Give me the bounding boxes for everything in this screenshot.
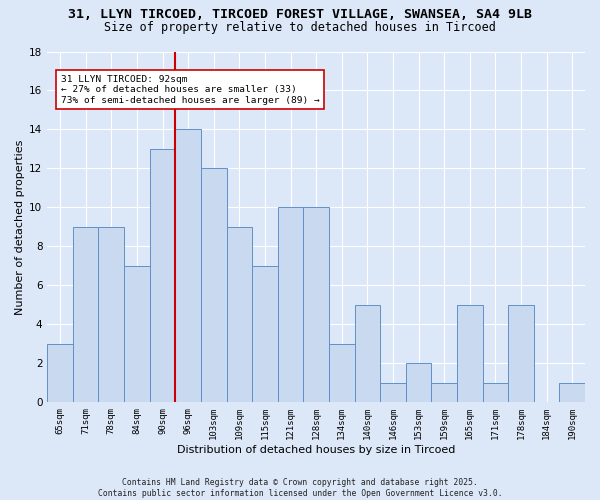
- Bar: [355, 305, 380, 402]
- Bar: [47, 344, 73, 403]
- Bar: [482, 383, 508, 402]
- Bar: [559, 383, 585, 402]
- Bar: [98, 227, 124, 402]
- Bar: [124, 266, 150, 402]
- Bar: [406, 364, 431, 403]
- Bar: [201, 168, 227, 402]
- Bar: [457, 305, 482, 402]
- Bar: [329, 344, 355, 403]
- Bar: [73, 227, 98, 402]
- Bar: [380, 383, 406, 402]
- X-axis label: Distribution of detached houses by size in Tircoed: Distribution of detached houses by size …: [177, 445, 455, 455]
- Text: 31 LLYN TIRCOED: 92sqm
← 27% of detached houses are smaller (33)
73% of semi-det: 31 LLYN TIRCOED: 92sqm ← 27% of detached…: [61, 75, 319, 104]
- Text: Size of property relative to detached houses in Tircoed: Size of property relative to detached ho…: [104, 21, 496, 34]
- Bar: [304, 208, 329, 402]
- Text: Contains HM Land Registry data © Crown copyright and database right 2025.
Contai: Contains HM Land Registry data © Crown c…: [98, 478, 502, 498]
- Y-axis label: Number of detached properties: Number of detached properties: [15, 139, 25, 314]
- Bar: [431, 383, 457, 402]
- Bar: [508, 305, 534, 402]
- Bar: [278, 208, 304, 402]
- Bar: [252, 266, 278, 402]
- Text: 31, LLYN TIRCOED, TIRCOED FOREST VILLAGE, SWANSEA, SA4 9LB: 31, LLYN TIRCOED, TIRCOED FOREST VILLAGE…: [68, 8, 532, 20]
- Bar: [227, 227, 252, 402]
- Bar: [150, 149, 175, 403]
- Bar: [175, 130, 201, 402]
